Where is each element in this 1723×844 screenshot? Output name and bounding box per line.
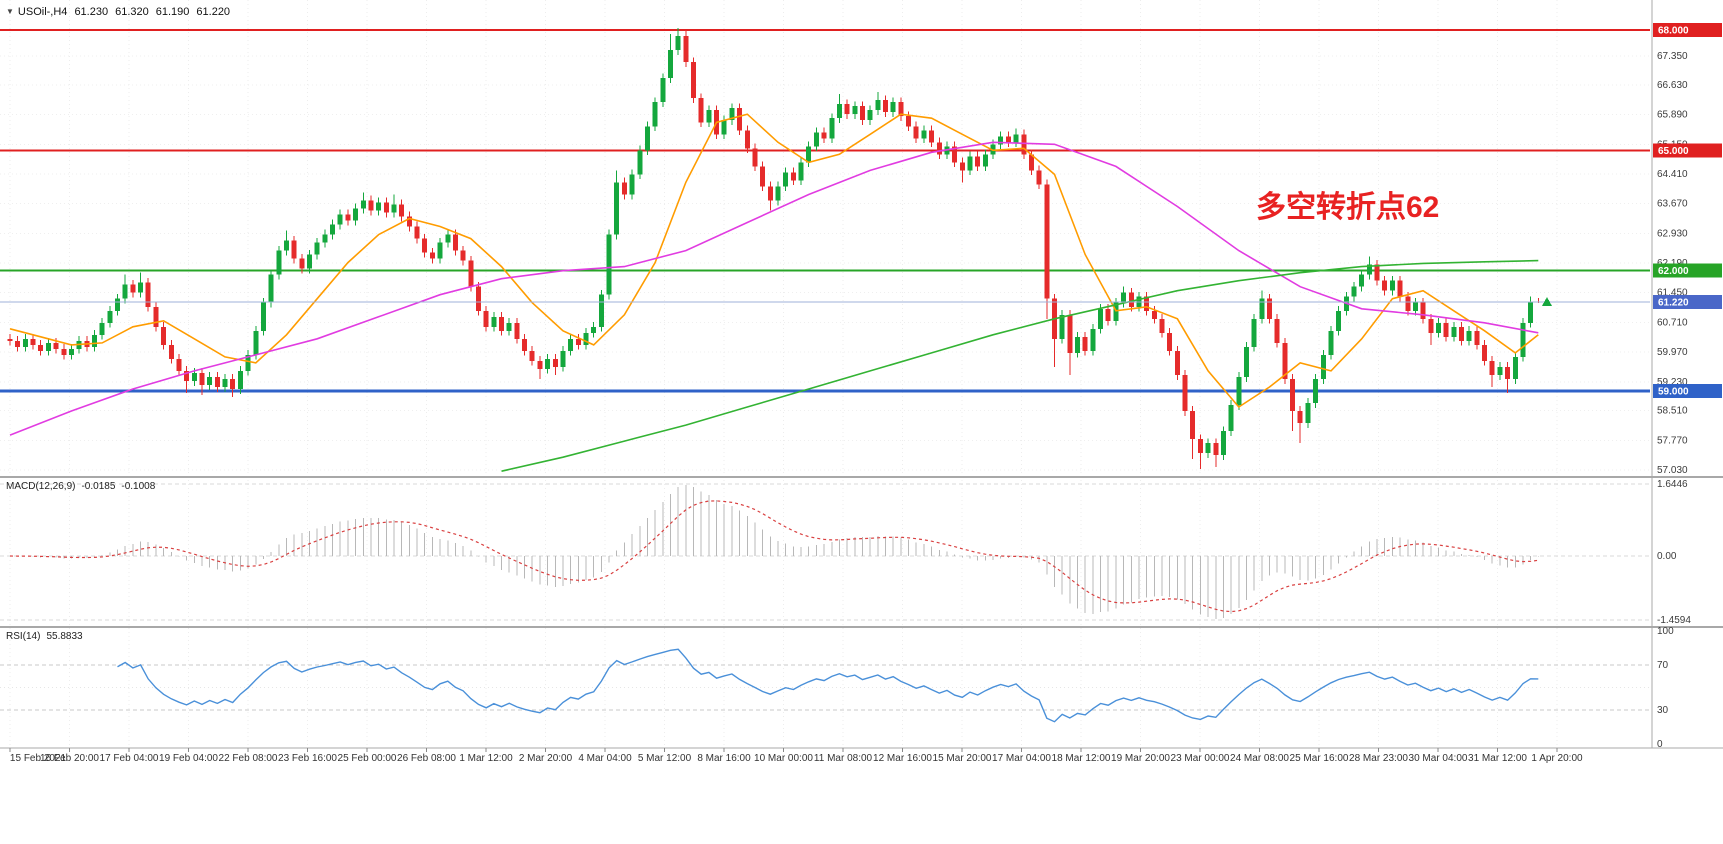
time-label: 1 Apr 20:00: [1531, 753, 1583, 764]
price-tick-label: 65.890: [1657, 110, 1688, 121]
price-tick-label: 61.450: [1657, 288, 1688, 299]
price-badge: [1653, 384, 1722, 398]
ohlc-high: 61.320: [115, 6, 149, 18]
macd-signal-line: [9, 500, 1539, 613]
symbol-bar: ▼ USOil-,H4 61.230 61.320 61.190 61.220: [6, 6, 230, 18]
rsi-panel[interactable]: [0, 648, 1650, 723]
rsi-tick-label: 0: [1657, 739, 1663, 750]
time-label: 16 Feb 20:00: [40, 753, 99, 764]
time-label: 12 Mar 16:00: [873, 753, 932, 764]
macd-name: MACD(12,26,9): [6, 481, 76, 492]
time-label: 8 Mar 16:00: [697, 753, 751, 764]
symbol-title: USOil-,H4: [17, 6, 68, 18]
grid-layer: [0, 0, 1650, 748]
price-badge-label: 65.000: [1658, 146, 1689, 157]
macd-axis[interactable]: 1.6446 0.00 -1.4594: [1657, 479, 1691, 626]
panel-separators[interactable]: [0, 0, 1723, 752]
macd-panel[interactable]: [0, 483, 1650, 621]
time-label: 15 Mar 20:00: [932, 753, 992, 764]
time-label: 11 Mar 08:00: [813, 753, 873, 764]
price-badge: [1653, 294, 1722, 309]
rsi-tick-label: 70: [1657, 660, 1669, 671]
time-label: 24 Mar 08:00: [1230, 753, 1289, 764]
time-label: 22 Feb 08:00: [218, 753, 278, 764]
price-tick-label: 67.350: [1657, 51, 1688, 62]
price-tick-label: 62.190: [1657, 258, 1688, 269]
rsi-label: RSI(14) 55.8833: [6, 631, 83, 642]
rsi-value: 55.8833: [46, 631, 83, 642]
chart-dropdown-icon[interactable]: ▼: [6, 7, 14, 16]
rsi-axis[interactable]: 100 70 30 0: [1657, 626, 1674, 750]
price-tick-label: 66.630: [1657, 80, 1688, 91]
ma-slow-green: [501, 259, 1539, 472]
time-label: 19 Mar 20:00: [1111, 753, 1170, 764]
price-tick-label: 60.710: [1657, 317, 1688, 328]
ma-lines-layer: [9, 113, 1539, 472]
time-label: 15 Feb 2021: [9, 753, 67, 764]
time-label: 5 Mar 12:00: [637, 753, 692, 764]
time-label: 17 Feb 04:00: [99, 753, 159, 764]
price-tick-label: 57.770: [1657, 435, 1688, 446]
price-badge: [1653, 143, 1722, 158]
price-tick-label: 64.410: [1657, 169, 1688, 180]
time-axis[interactable]: 15 Feb 2021 16 Feb 20:00 17 Feb 04:00 19 Fe…: [0, 750, 1723, 772]
macd-main-value: -0.0185: [81, 481, 116, 492]
price-tick-label: 59.230: [1657, 377, 1688, 388]
time-label: 30 Mar 04:00: [1408, 753, 1468, 764]
macd-tick-label: 1.6446: [1657, 479, 1688, 490]
time-label: 31 Mar 12:00: [1468, 753, 1527, 764]
rsi-tick-label: 100: [1657, 626, 1674, 637]
annotation-text[interactable]: 多空转折点62: [1256, 191, 1440, 224]
rsi-tick-label: 30: [1657, 705, 1669, 716]
time-label: 23 Feb 16:00: [278, 753, 337, 764]
ohlc-low: 61.190: [155, 6, 190, 18]
price-tick-label: 57.030: [1657, 465, 1688, 476]
price-badge-label: 59.000: [1658, 387, 1689, 398]
time-label: 25 Feb 00:00: [337, 753, 397, 764]
time-label: 19 Feb 04:00: [159, 753, 218, 764]
price-tick-label: 62.930: [1657, 228, 1688, 239]
time-label: 2 Mar 20:00: [518, 753, 573, 764]
ma-mid-magenta: [9, 141, 1539, 436]
price-badge-label: 68.000: [1658, 26, 1689, 37]
time-label: 18 Mar 12:00: [1051, 753, 1111, 764]
time-label: 1 Mar 12:00: [459, 753, 513, 764]
price-tick-label: 59.970: [1657, 347, 1688, 358]
macd-signal-value: -0.1008: [121, 481, 156, 492]
ma-fast-orange: [9, 113, 1539, 409]
macd-tick-label: -1.4594: [1657, 615, 1691, 626]
current-price-layer: [0, 297, 1650, 306]
price-badge-label: 61.220: [1658, 297, 1689, 308]
price-tick-label: 58.510: [1657, 406, 1688, 417]
price-badge: [1653, 263, 1722, 278]
time-label: 26 Feb 08:00: [397, 753, 456, 764]
time-label: 4 Mar 04:00: [578, 753, 632, 764]
rsi-line: [117, 648, 1539, 723]
time-label: 23 Mar 00:00: [1170, 753, 1230, 764]
price-badge-label: 62.000: [1658, 266, 1689, 277]
macd-tick-label: 0.00: [1657, 551, 1677, 562]
price-tick-label: 63.670: [1657, 199, 1688, 210]
ohlc-open: 61.230: [74, 6, 109, 18]
price-arrow-marker: [1542, 297, 1552, 306]
time-label: 10 Mar 00:00: [754, 753, 813, 764]
time-label: 25 Mar 16:00: [1289, 753, 1349, 764]
price-axis[interactable]: 67.35066.63065.89065.15064.41063.67062.9…: [1653, 23, 1722, 476]
candles-layer: [7, 28, 1541, 470]
rsi-name: RSI(14): [6, 631, 41, 642]
time-label: 17 Mar 04:00: [992, 753, 1051, 764]
time-label: 28 Mar 23:00: [1349, 753, 1408, 764]
macd-label: MACD(12,26,9) -0.0185 -0.1008: [6, 481, 155, 492]
price-badge: [1653, 23, 1722, 37]
ohlc-close: 61.220: [196, 6, 231, 18]
